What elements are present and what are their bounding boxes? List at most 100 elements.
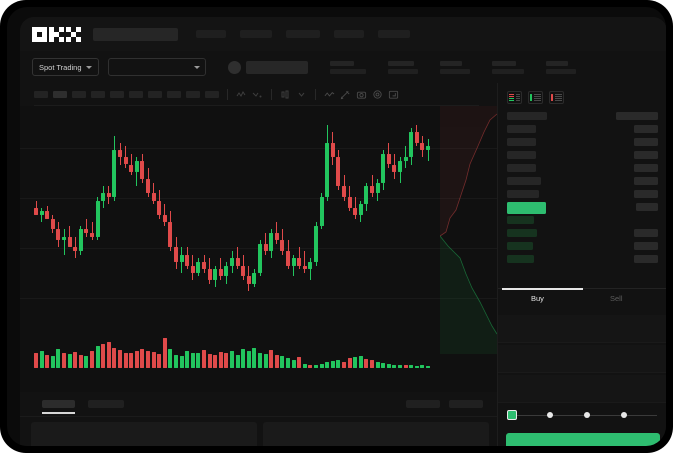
tab-open-orders[interactable]: [42, 400, 75, 408]
volume-bar: [179, 355, 184, 368]
orderbook-mode-bids[interactable]: [528, 91, 543, 104]
orderbook-price-cell: [507, 125, 536, 133]
timeframe-button-9[interactable]: [186, 90, 200, 98]
orderbook-row[interactable]: [498, 112, 666, 122]
timeframe-button-6[interactable]: [129, 90, 143, 98]
toolbar-divider: [315, 88, 316, 100]
bottom-panel-left[interactable]: [31, 422, 257, 446]
volume-bar: [174, 354, 178, 368]
volume-bar: [409, 365, 414, 368]
volume-bar: [34, 353, 38, 368]
settings-icon[interactable]: [372, 89, 383, 100]
timeframe-button-4[interactable]: [91, 90, 105, 98]
orderbook-price-cell: [507, 190, 539, 198]
orderbook-row[interactable]: [498, 242, 666, 252]
compare-icon[interactable]: [252, 89, 263, 100]
volume-bar: [45, 355, 50, 368]
nav-item-2[interactable]: [240, 30, 272, 38]
volume-bar: [185, 351, 190, 368]
timeframe-button-8[interactable]: [167, 90, 181, 98]
orderbook-mode-asks[interactable]: [549, 91, 564, 104]
nav-search-input[interactable]: [93, 27, 178, 41]
orderbook-row[interactable]: [498, 255, 666, 265]
mode-lines: [554, 92, 563, 103]
timeframe-button-7[interactable]: [148, 90, 162, 98]
slider-stop-50[interactable]: [584, 412, 590, 418]
trading-pair-selector[interactable]: [107, 58, 206, 76]
orderbook-row[interactable]: [498, 216, 666, 226]
orderbook-current-price-row[interactable]: [498, 202, 666, 214]
volume-bar: [202, 350, 206, 368]
bottom-action-2[interactable]: [449, 400, 483, 408]
order-amount-field[interactable]: [498, 345, 666, 373]
active-tab-indicator: [502, 288, 583, 290]
orderbook-price-cell: [507, 202, 546, 214]
orderbook-price-cell: [507, 177, 541, 185]
orderbook-row[interactable]: [498, 125, 666, 135]
slider-stop-75[interactable]: [621, 412, 627, 418]
timeframe-button-5[interactable]: [110, 90, 124, 98]
orderbook-row[interactable]: [498, 138, 666, 148]
stat-value: [545, 68, 576, 74]
orderbook-row[interactable]: [498, 164, 666, 174]
tab-order-history[interactable]: [88, 400, 124, 408]
volume-bar: [370, 360, 374, 368]
submit-buy-button[interactable]: [506, 433, 660, 446]
orderbook-mode-both[interactable]: [507, 91, 522, 104]
volume-bar: [398, 365, 402, 368]
slider-stop-25[interactable]: [547, 412, 553, 418]
volume-bar: [190, 353, 195, 368]
orderbook-row[interactable]: [498, 177, 666, 187]
market-type-selector[interactable]: Spot Trading: [32, 58, 99, 76]
volume-bar: [325, 362, 330, 368]
okx-logo[interactable]: [32, 26, 81, 42]
price-chart[interactable]: [20, 106, 497, 392]
volume-bar: [112, 348, 117, 368]
tab-buy[interactable]: Buy: [531, 294, 544, 303]
chevron-down-icon[interactable]: [296, 89, 307, 100]
nav-item-1[interactable]: [196, 30, 226, 38]
orderbook-rows[interactable]: [498, 110, 666, 265]
tab-sell[interactable]: Sell: [610, 294, 623, 303]
camera-icon[interactable]: [356, 89, 367, 100]
nav-item-4[interactable]: [334, 30, 364, 38]
orderbook-row[interactable]: [498, 190, 666, 200]
volume-bar: [101, 343, 106, 368]
volume-bar: [39, 351, 44, 368]
orderbook-mode-group: [498, 83, 666, 110]
timeframe-button-2[interactable]: [53, 90, 67, 98]
orderbook-size-cell: [634, 125, 658, 133]
order-amount-slider[interactable]: [507, 409, 659, 421]
volume-bar: [358, 355, 363, 368]
orderbook-price-cell: [507, 164, 536, 172]
volume-bar: [207, 353, 212, 368]
stat-value: [491, 68, 524, 74]
orderbook-row[interactable]: [498, 229, 666, 239]
orderbook-row[interactable]: [498, 151, 666, 161]
indicator-icon[interactable]: [236, 89, 247, 100]
timeframe-group: [34, 90, 219, 98]
bottom-panel-right[interactable]: [263, 422, 489, 446]
fullscreen-icon[interactable]: [388, 89, 399, 100]
volume-bar: [403, 364, 408, 368]
volume-bar: [73, 352, 78, 368]
volume-bar: [123, 352, 128, 368]
order-total-field[interactable]: [498, 375, 666, 403]
bottom-action-1[interactable]: [406, 400, 440, 408]
timeframe-button-10[interactable]: [205, 90, 219, 98]
order-price-field[interactable]: [498, 315, 666, 343]
nav-item-3[interactable]: [286, 30, 320, 38]
orderbook-size-cell: [634, 138, 658, 146]
line-chart-icon[interactable]: [324, 89, 335, 100]
nav-item-5[interactable]: [378, 30, 410, 38]
timeframe-button-1[interactable]: [34, 90, 48, 98]
timeframe-button-3[interactable]: [72, 90, 86, 98]
last-price-display: [245, 60, 308, 74]
slider-handle[interactable]: [507, 410, 517, 420]
alert-icon[interactable]: [280, 89, 291, 100]
orderbook-size-cell: [634, 164, 658, 172]
chevron-down-icon: [193, 65, 200, 69]
orderbook-price-cell: [507, 138, 536, 146]
stat-label: [329, 60, 354, 66]
edit-icon[interactable]: [340, 89, 351, 100]
